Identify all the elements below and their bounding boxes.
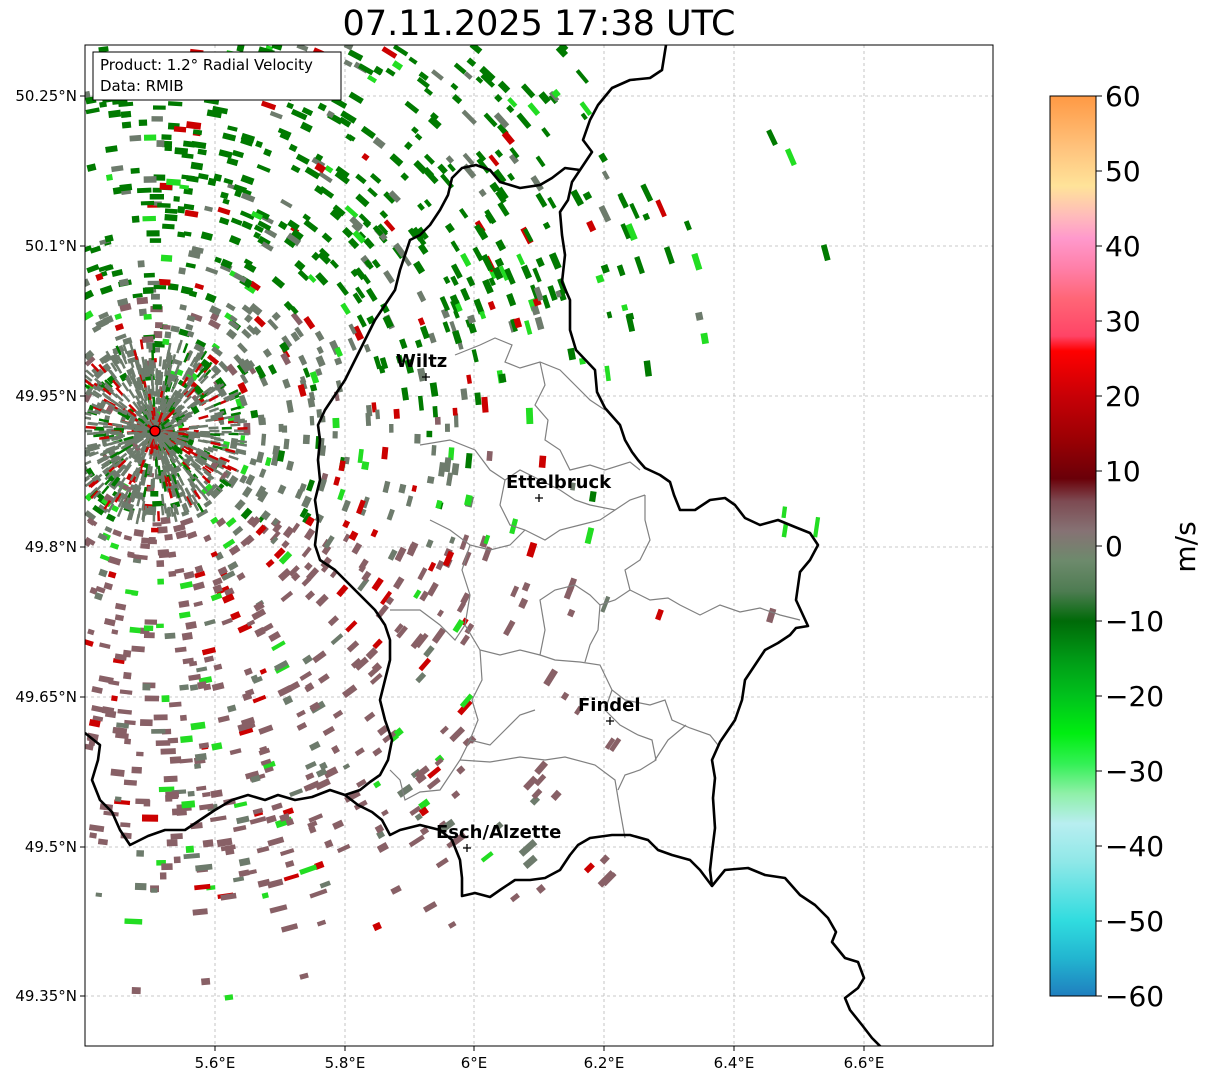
colorbar-tick-label: 0 <box>1105 530 1123 563</box>
lat-tick-label: 49.65°N <box>15 688 77 706</box>
colorbar-tick-label: −60 <box>1105 980 1164 1013</box>
latitude-ticks: 50.25°N 50.1°N 49.95°N 49.8°N 49.65°N 49… <box>15 87 85 1005</box>
lat-tick-label: 49.5°N <box>25 838 77 856</box>
lon-tick-label: 6°E <box>461 1054 488 1072</box>
lon-tick-label: 5.6°E <box>195 1054 236 1072</box>
city-label-findel: Findel <box>578 695 641 716</box>
colorbar-ticks: 60 50 40 30 20 10 0 −10 −20 −30 −40 −50 −60 <box>1096 80 1164 1013</box>
colorbar-tick-label: 50 <box>1105 155 1141 188</box>
national-borders <box>85 45 882 1046</box>
lat-tick-label: 49.8°N <box>25 538 77 556</box>
colorbar: 60 50 40 30 20 10 0 −10 −20 −30 −40 −50 −60 m/s <box>1049 80 1202 1013</box>
lat-tick-label: 49.35°N <box>15 987 77 1005</box>
colorbar-tick-label: −30 <box>1105 755 1164 788</box>
info-data-source: Data: RMIB <box>100 77 184 95</box>
lon-tick-label: 6.4°E <box>714 1054 755 1072</box>
radar-site-marker <box>149 425 161 437</box>
info-box: Product: 1.2° Radial Velocity Data: RMIB <box>92 51 342 101</box>
lat-tick-label: 49.95°N <box>15 387 77 405</box>
info-product: Product: 1.2° Radial Velocity <box>100 56 313 74</box>
city-label-esch-alzette: Esch/Alzette <box>436 822 561 843</box>
colorbar-tick-label: 30 <box>1105 305 1141 338</box>
longitude-ticks: 5.6°E 5.8°E 6°E 6.2°E 6.4°E 6.6°E <box>195 1046 885 1072</box>
colorbar-tick-label: 20 <box>1105 380 1141 413</box>
colorbar-tick-label: −50 <box>1105 905 1164 938</box>
city-label-wiltz: Wiltz <box>396 351 447 372</box>
map-frame <box>84 44 994 1047</box>
colorbar-tick-label: −20 <box>1105 680 1164 713</box>
city-markers <box>422 373 614 852</box>
lon-tick-label: 5.8°E <box>325 1054 366 1072</box>
canton-boundaries <box>389 337 801 839</box>
map-title: 07.11.2025 17:38 UTC <box>342 4 736 44</box>
colorbar-tick-label: 40 <box>1105 230 1141 263</box>
colorbar-tick-label: −40 <box>1105 830 1164 863</box>
radar-velocity-field <box>85 45 831 1001</box>
colorbar-scale <box>1049 95 1097 997</box>
colorbar-tick-label: 60 <box>1105 80 1141 113</box>
colorbar-tick-label: 10 <box>1105 455 1141 488</box>
lat-tick-label: 50.25°N <box>15 87 77 105</box>
lat-tick-label: 50.1°N <box>25 237 77 255</box>
lon-tick-label: 6.6°E <box>844 1054 885 1072</box>
colorbar-tick-label: −10 <box>1105 605 1164 638</box>
city-label-ettelbruck: Ettelbruck <box>506 472 612 493</box>
colorbar-unit-label: m/s <box>1169 521 1202 572</box>
lon-tick-label: 6.2°E <box>584 1054 625 1072</box>
